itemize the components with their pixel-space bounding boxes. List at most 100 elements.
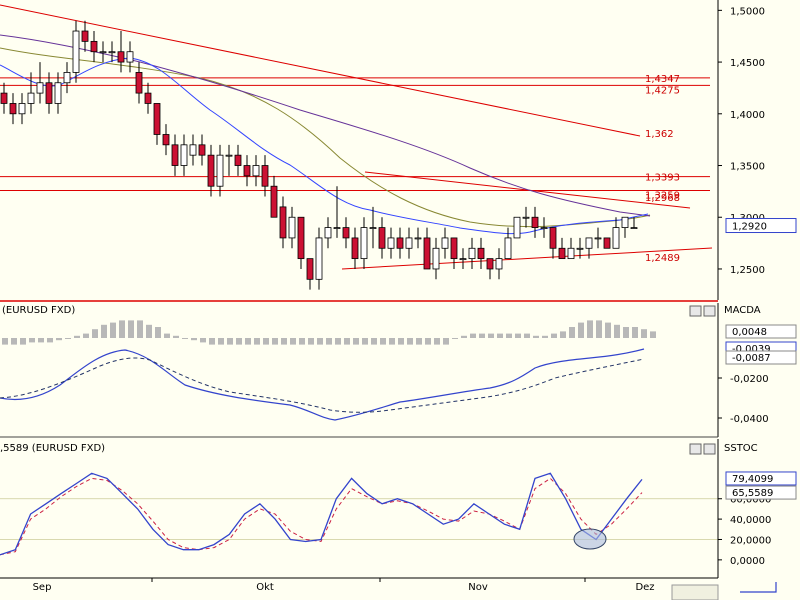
macd-histogram-bar [326,338,332,345]
price-tick-label: 1,4000 [730,110,765,121]
macd-tick-label: -0,0200 [730,374,769,385]
corner-arrow-icon [740,582,777,593]
candle [315,237,323,280]
candle [378,227,386,249]
x-tick-label: Dez [635,582,654,593]
candle [117,51,125,63]
x-tick-label: Sep [33,582,52,593]
candle [198,144,206,156]
macd-histogram-bar [110,322,116,338]
candle [423,237,431,270]
macd-histogram-bar [470,333,476,338]
price-tick-label: 1,4500 [730,58,765,69]
candle [162,134,170,146]
macd-histogram-bar [20,338,26,345]
candle [144,92,152,104]
candle [45,82,53,104]
macd-histogram-bar [164,333,170,338]
macd-histogram-bar [254,338,260,345]
macd-value-box [725,350,797,365]
candle [486,258,494,270]
candle [621,216,629,228]
candle [324,227,332,239]
macd-histogram-bar [569,327,575,338]
macd-histogram-bar [587,320,593,338]
candle [396,237,404,249]
axis-column [718,0,800,600]
panel-button [689,443,702,455]
candle [459,258,467,261]
macd-histogram-bar [605,322,611,338]
macd-indicator-label: MACDA [724,305,761,316]
candle [234,154,242,166]
macd-tick-label: -0,0400 [730,414,769,425]
macd-histogram-bar [146,324,152,338]
level-label: 1,4347 [645,74,680,85]
macd-legend: (EURUSD FXD) [2,305,76,316]
trend-label: 1,2489 [645,253,680,264]
candle [306,258,314,280]
macd-value-box [725,324,797,339]
candle [207,154,215,187]
macd-histogram-bar [578,322,584,338]
candle [540,227,548,229]
candle [9,103,17,115]
macd-histogram-bar [560,331,566,338]
panel-button [703,443,716,455]
macd-histogram-bar [380,338,386,345]
macd-histogram-bar [65,338,71,339]
candle [36,82,44,94]
macd-histogram-bar [47,338,53,343]
candle [126,51,134,63]
macd-histogram-bar [128,320,134,338]
macd-histogram-bar [137,320,143,338]
macd-histogram-bar [362,338,368,345]
trend-line-lower [341,247,713,270]
stoch-tick-label: 40,0000 [730,515,771,526]
macd-histogram-bar [227,338,233,345]
price-tick-label: 1,3500 [730,162,765,173]
candle [387,237,395,249]
stoch-plot-area [0,439,718,579]
macd-histogram-bar [434,338,440,345]
stoch-tick-label: 0,0000 [730,556,765,567]
macd-histogram-bar [209,338,215,345]
macd-histogram-bar [38,338,44,343]
candle [288,216,296,239]
candle [243,165,251,177]
candle [297,216,305,260]
stoch-value-label: 79,4099 [732,474,773,485]
macd-histogram-bar [299,338,305,345]
macd-histogram-bar [479,333,485,338]
level-label: 1,4275 [645,85,680,96]
candle [432,247,440,270]
macd-histogram-bar [200,338,206,343]
candle [504,237,512,260]
scroll-box [671,584,719,600]
stoch-tick-label: 20,0000 [730,535,771,546]
panel-button [703,305,716,317]
candle [18,103,26,115]
candle [477,247,485,260]
macd-histogram-bar [218,338,224,345]
macd-histogram-bar [650,331,656,338]
candle [270,185,278,218]
macd-histogram-bar [425,338,431,345]
candle [333,227,341,229]
candle [630,227,638,229]
macd-histogram-bar [74,335,80,338]
macd-histogram-bar [344,338,350,345]
macd-histogram-bar [56,338,62,341]
price-tick-label: 1,2500 [730,265,765,276]
candle [189,144,197,156]
macd-histogram-bar [371,338,377,345]
macd-histogram-bar [524,333,530,338]
candle [531,216,539,228]
candle [450,237,458,260]
macd-histogram-bar [101,324,107,338]
stoch-value-box [725,471,797,486]
stoch-d-line [0,477,643,556]
macd-histogram-bar [92,329,98,338]
